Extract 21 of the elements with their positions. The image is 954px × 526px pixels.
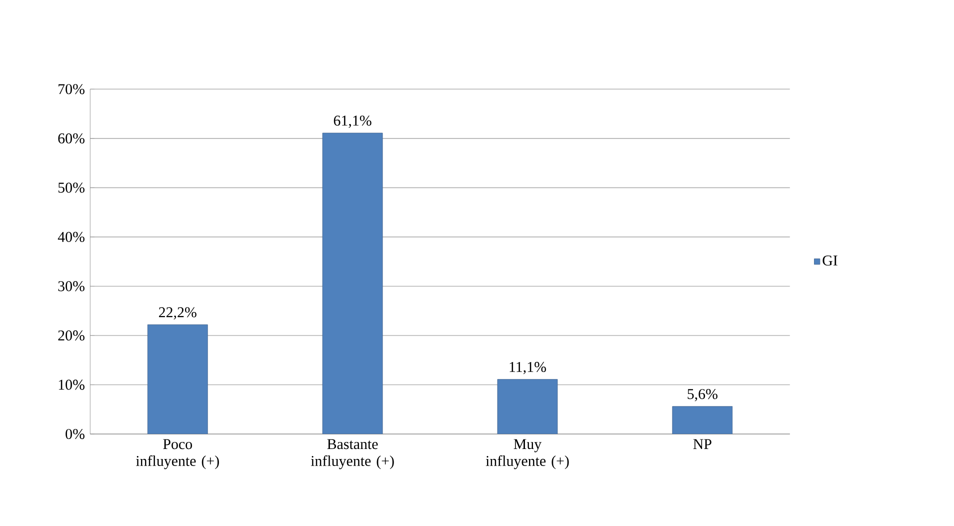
y-tick-label: 20% <box>58 330 84 340</box>
y-tick-label: 50% <box>58 182 84 193</box>
x-tick-label: Bastante influyente (+) <box>310 439 394 470</box>
data-label: 22,2% <box>158 307 196 320</box>
x-tick-label: Poco influyente (+) <box>136 439 219 470</box>
data-label: 11,1% <box>510 362 546 374</box>
y-tick-label: 40% <box>58 232 84 242</box>
bar <box>322 132 383 434</box>
legend-label: GI <box>822 255 838 266</box>
x-tick-label: Muy influyente (+) <box>486 439 569 470</box>
y-tick-label: 10% <box>58 380 84 390</box>
x-tick-label: NP <box>693 439 712 449</box>
data-label: 5,6% <box>688 388 718 402</box>
y-tick-label: 70% <box>58 84 84 94</box>
data-label: 61,1% <box>334 116 372 128</box>
y-tick-label: 0% <box>66 428 84 440</box>
y-tick-label: 30% <box>58 281 84 292</box>
bar <box>497 379 558 434</box>
bar <box>672 406 733 434</box>
y-tick-label: 60% <box>58 133 84 144</box>
bar <box>147 324 208 434</box>
